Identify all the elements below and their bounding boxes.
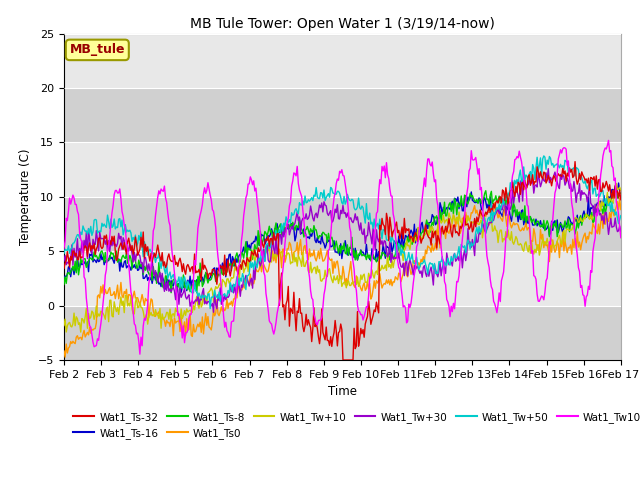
Bar [64,88,621,143]
Y-axis label: Temperature (C): Temperature (C) [19,148,33,245]
Legend: Wat1_Ts-32, Wat1_Ts-16, Wat1_Ts-8, Wat1_Ts0, Wat1_Tw+10, Wat1_Tw+30, Wat1_Tw+50,: Wat1_Ts-32, Wat1_Ts-16, Wat1_Ts-8, Wat1_… [69,408,640,443]
Bar [64,306,621,360]
X-axis label: Time: Time [328,385,357,398]
Text: MB_tule: MB_tule [70,43,125,56]
Title: MB Tule Tower: Open Water 1 (3/19/14-now): MB Tule Tower: Open Water 1 (3/19/14-now… [190,17,495,31]
Bar [64,197,621,251]
